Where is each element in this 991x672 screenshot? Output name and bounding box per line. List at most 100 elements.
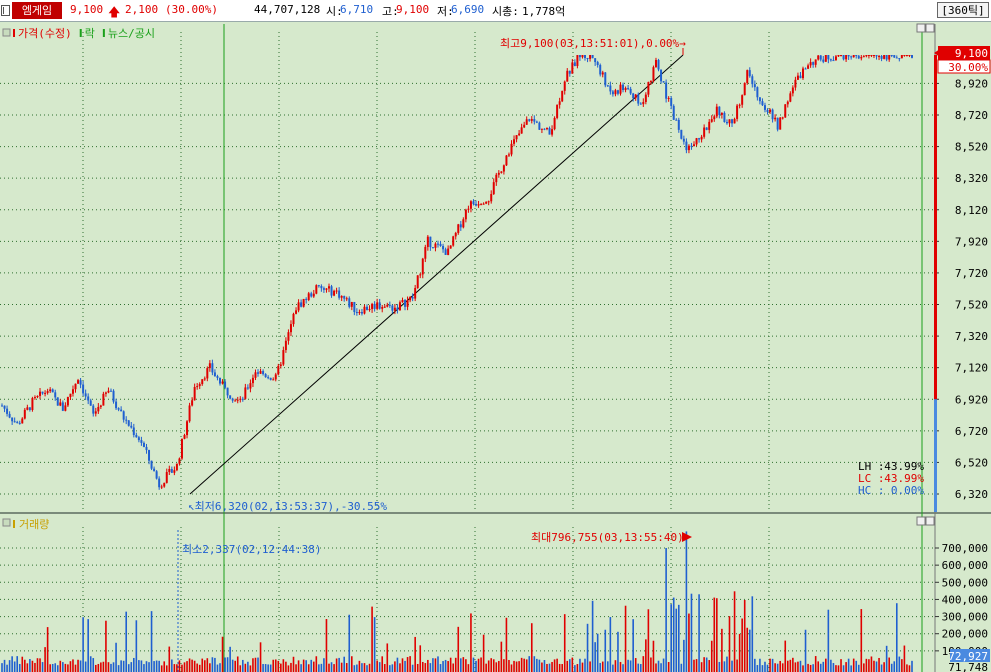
volume-tick-label: 300,000 [942, 611, 988, 624]
volume-bar [695, 659, 698, 672]
volume-bar [865, 658, 868, 672]
current-volume-value: 72,927 [948, 650, 988, 663]
candle-body [654, 59, 657, 68]
volume-bar [401, 658, 404, 672]
candle-body [383, 306, 386, 308]
candle-body [677, 119, 680, 130]
candle-body [898, 58, 901, 60]
volume-bar [110, 663, 112, 672]
volume-bar [482, 634, 485, 672]
tick-interval-selector[interactable]: [360틱] [937, 2, 989, 18]
volume-bar [343, 656, 346, 672]
volume-bar [571, 657, 574, 672]
candle-body [234, 400, 237, 402]
candle-body [862, 56, 865, 58]
volume-bar [883, 662, 885, 672]
volume-bar [895, 603, 898, 672]
candle-body [401, 299, 404, 303]
candle-body [59, 402, 62, 406]
candle-body [545, 128, 548, 130]
volume-bar [662, 658, 665, 672]
volume-bar [842, 665, 845, 672]
candle-body [173, 470, 176, 473]
current-volume-value-2: 71,748 [948, 661, 988, 672]
volume-bar [356, 664, 358, 672]
volume-bar [672, 597, 675, 672]
volume-bar [761, 665, 764, 672]
volume-bar [77, 659, 79, 672]
candle-body [561, 90, 564, 102]
candle-body [568, 70, 571, 74]
volume-bar [345, 663, 348, 672]
candle-body [64, 405, 67, 411]
volume-bar [901, 659, 903, 672]
price-panel [0, 24, 991, 512]
volume-bar [642, 656, 645, 672]
volume-bar [612, 664, 614, 672]
volume-bar [548, 663, 551, 672]
menu-icon[interactable] [1, 5, 10, 16]
candle-body [310, 293, 313, 297]
candle-body [482, 203, 485, 205]
volume-bar [87, 619, 89, 672]
volume-bar [376, 660, 378, 672]
volume-bar [247, 661, 249, 672]
volume-bar [566, 660, 569, 672]
candle-body [784, 104, 787, 118]
minimize-panel-icon [916, 516, 926, 526]
volume-bar [198, 664, 201, 672]
volume-bar [236, 656, 239, 672]
candle-body [295, 310, 298, 314]
volume-bar [8, 660, 11, 672]
volume-bar [574, 665, 576, 672]
candle-body [837, 55, 840, 57]
candle-body [178, 458, 181, 464]
candle-body [748, 70, 751, 77]
volume-bar [315, 656, 318, 672]
candle-body [388, 304, 391, 306]
candle-body [642, 101, 645, 105]
volume-bar [576, 664, 579, 672]
volume-bar [911, 660, 913, 672]
candle-body [272, 379, 275, 381]
current-price: 9,100 [70, 3, 104, 16]
volume-bar [429, 663, 432, 672]
volume-bar [528, 656, 531, 672]
volume-bar [312, 661, 315, 672]
volume-bar [358, 660, 361, 672]
volume-bar [622, 664, 624, 672]
candle-body [581, 55, 584, 58]
volume-bar [589, 661, 591, 672]
candle-body [799, 75, 802, 79]
candle-body [221, 381, 224, 384]
volume-bar [74, 664, 77, 672]
volume-bar [394, 661, 396, 672]
stock-name-badge[interactable]: 엠게임 [12, 2, 62, 19]
stat-lh-value: 43.99% [884, 460, 924, 473]
candle-body [510, 143, 513, 155]
candle-body [502, 165, 505, 172]
volume-bar [860, 609, 863, 672]
volume-bar [776, 663, 779, 672]
candle-body [196, 386, 199, 388]
candle-body [419, 274, 422, 276]
volume-bar [797, 661, 799, 672]
volume-bar [24, 659, 26, 672]
volume-bar [723, 661, 726, 672]
volume-bar [373, 617, 376, 672]
volume-bar [505, 617, 508, 672]
volume-bar [568, 659, 571, 672]
volume-bar [307, 664, 310, 672]
candle-body [130, 425, 133, 428]
volume-bar [211, 657, 214, 672]
candle-body [776, 117, 779, 130]
candle-body [61, 402, 64, 411]
candle-body [627, 88, 630, 90]
volume-bar [84, 661, 87, 672]
volume-bar [305, 660, 307, 672]
volume-bar [680, 663, 683, 672]
price-tick-label: 7,120 [955, 362, 988, 375]
candle-body [741, 95, 744, 105]
candle-body [507, 154, 510, 156]
